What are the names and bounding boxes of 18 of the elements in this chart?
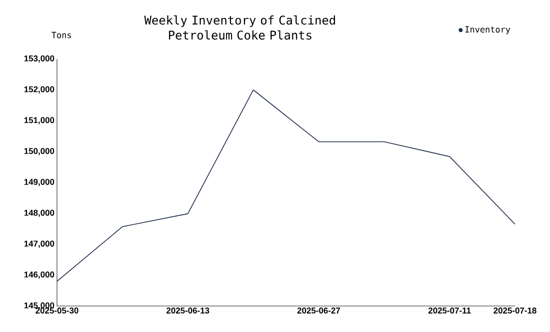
x-tick-label: 2025-07-11 [428,308,471,314]
y-axis-title: Tons [52,32,71,38]
y-tick-label: 148,000 [24,210,54,217]
x-tick-label: 2025-06-13 [166,308,210,314]
line-series [57,89,515,282]
legend-label: Inventory [465,26,510,34]
y-tick-label: 150,000 [24,148,54,156]
y-tick-label: 153,000 [24,55,54,63]
x-tick-label: 2025-07-18 [494,308,536,314]
x-tick-label: 2025-05-30 [36,308,78,314]
x-tick-label: 2025-06-27 [297,308,340,314]
y-tick-label: 146,000 [24,272,54,279]
y-tick-label: 149,000 [24,178,54,186]
y-tick-label: 147,000 [24,240,54,248]
y-tick-label: 151,000 [24,117,54,124]
y-tick-label: 145,000 [24,302,54,310]
y-tick-label: 152,000 [24,86,54,94]
chart-title: Weekly Inventory of Calcined Petroleum Coke Plants [144,15,335,40]
